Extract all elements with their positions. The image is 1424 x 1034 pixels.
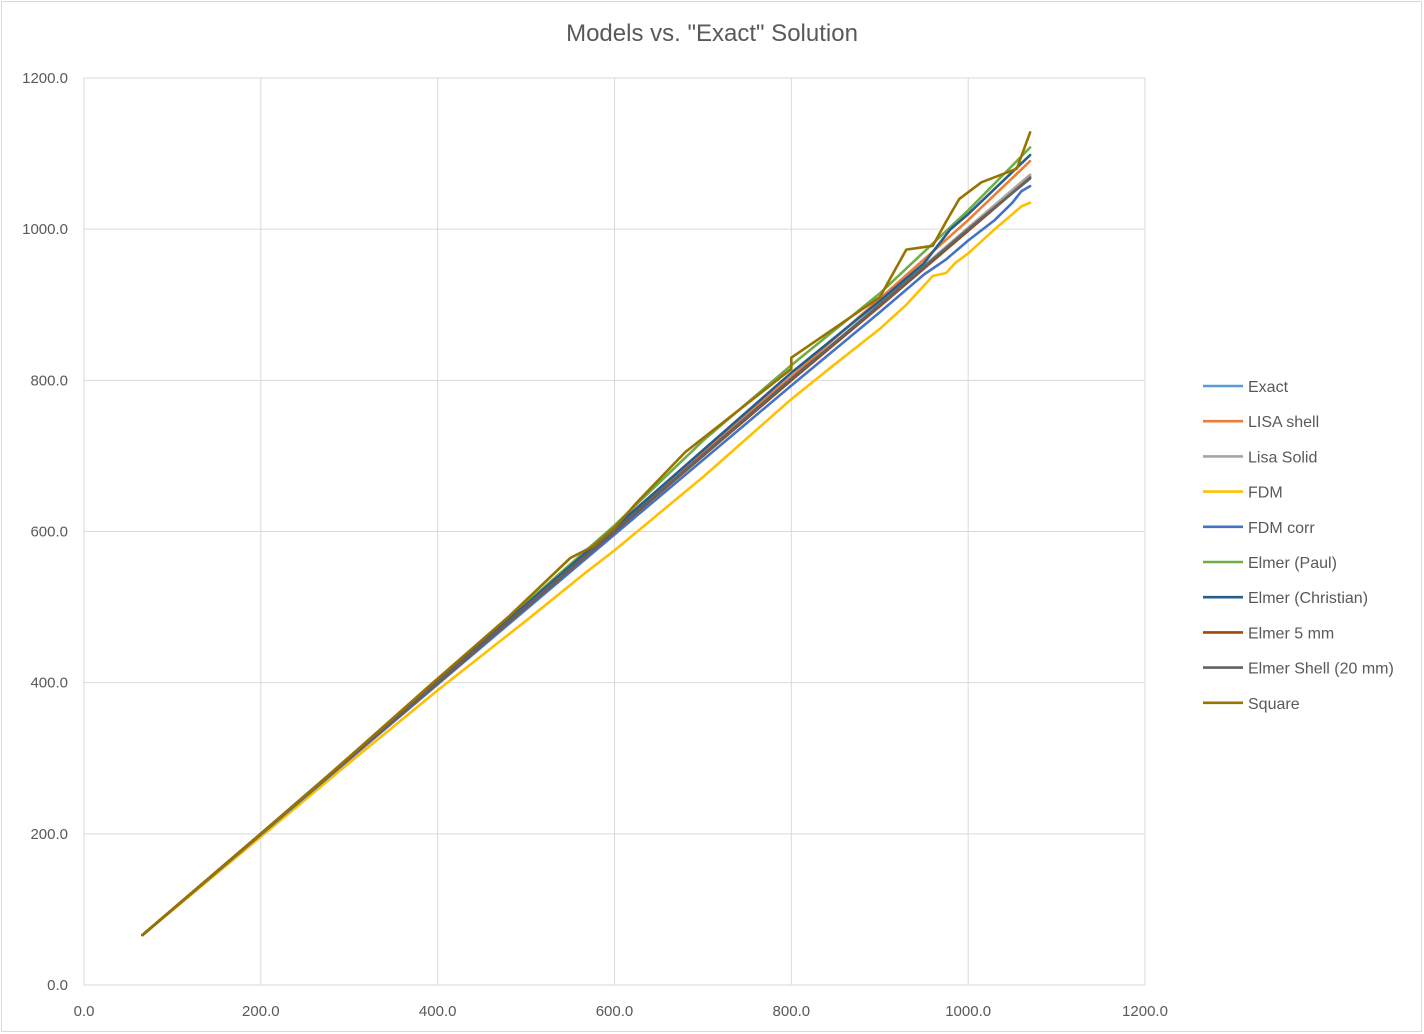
legend-label: LISA shell	[1248, 414, 1319, 431]
series-line	[141, 184, 1032, 937]
y-tick-label: 400.0	[30, 675, 68, 692]
legend-label: FDM corr	[1248, 520, 1315, 537]
x-tick-label: 600.0	[596, 1003, 634, 1020]
legend-label: Square	[1248, 696, 1300, 713]
legend-item: FDM corr	[1203, 520, 1315, 537]
x-tick-label: 0.0	[74, 1003, 95, 1020]
legend-label: Elmer (Paul)	[1248, 555, 1337, 572]
x-tick-label: 200.0	[242, 1003, 280, 1020]
x-tick-label: 800.0	[773, 1003, 811, 1020]
axis-tick-labels: 0.0 200.0 400.0 600.0 800.0 1000.0 1200.0 0.0 20…	[22, 70, 1168, 1020]
y-tick-label: 800.0	[30, 372, 68, 389]
legend-item: Elmer 5 mm	[1203, 625, 1334, 642]
legend-label: Elmer (Christian)	[1248, 590, 1368, 607]
legend-item: Elmer Shell (20 mm)	[1203, 661, 1394, 678]
series-lines	[141, 131, 1032, 937]
y-tick-label: 1200.0	[22, 70, 68, 87]
legend: Exact LISA shell Lisa Solid FDM FDM corr Elme…	[1203, 379, 1394, 713]
legend-item: Square	[1203, 696, 1300, 713]
legend-item: Lisa Solid	[1203, 449, 1317, 466]
y-tick-label: 1000.0	[22, 221, 68, 238]
legend-item: FDM	[1203, 485, 1283, 502]
x-tick-label: 1000.0	[945, 1003, 991, 1020]
y-tick-label: 0.0	[47, 977, 68, 994]
legend-item: Exact	[1203, 379, 1289, 396]
chart-title: Models vs. "Exact" Solution	[566, 20, 858, 47]
legend-item: Elmer (Paul)	[1203, 555, 1337, 572]
legend-label: Lisa Solid	[1248, 449, 1317, 466]
legend-label: Elmer Shell (20 mm)	[1248, 661, 1394, 678]
legend-label: FDM	[1248, 485, 1283, 502]
legend-label: Exact	[1248, 379, 1289, 396]
y-tick-label: 600.0	[30, 524, 68, 541]
x-tick-label: 1200.0	[1122, 1003, 1168, 1020]
series-line	[141, 131, 1032, 937]
series-line	[141, 153, 1032, 937]
x-tick-label: 400.0	[419, 1003, 457, 1020]
y-tick-label: 200.0	[30, 826, 68, 843]
legend-item: Elmer (Christian)	[1203, 590, 1368, 607]
series-line	[141, 201, 1032, 937]
legend-label: Elmer 5 mm	[1248, 625, 1334, 642]
legend-item: LISA shell	[1203, 414, 1319, 431]
